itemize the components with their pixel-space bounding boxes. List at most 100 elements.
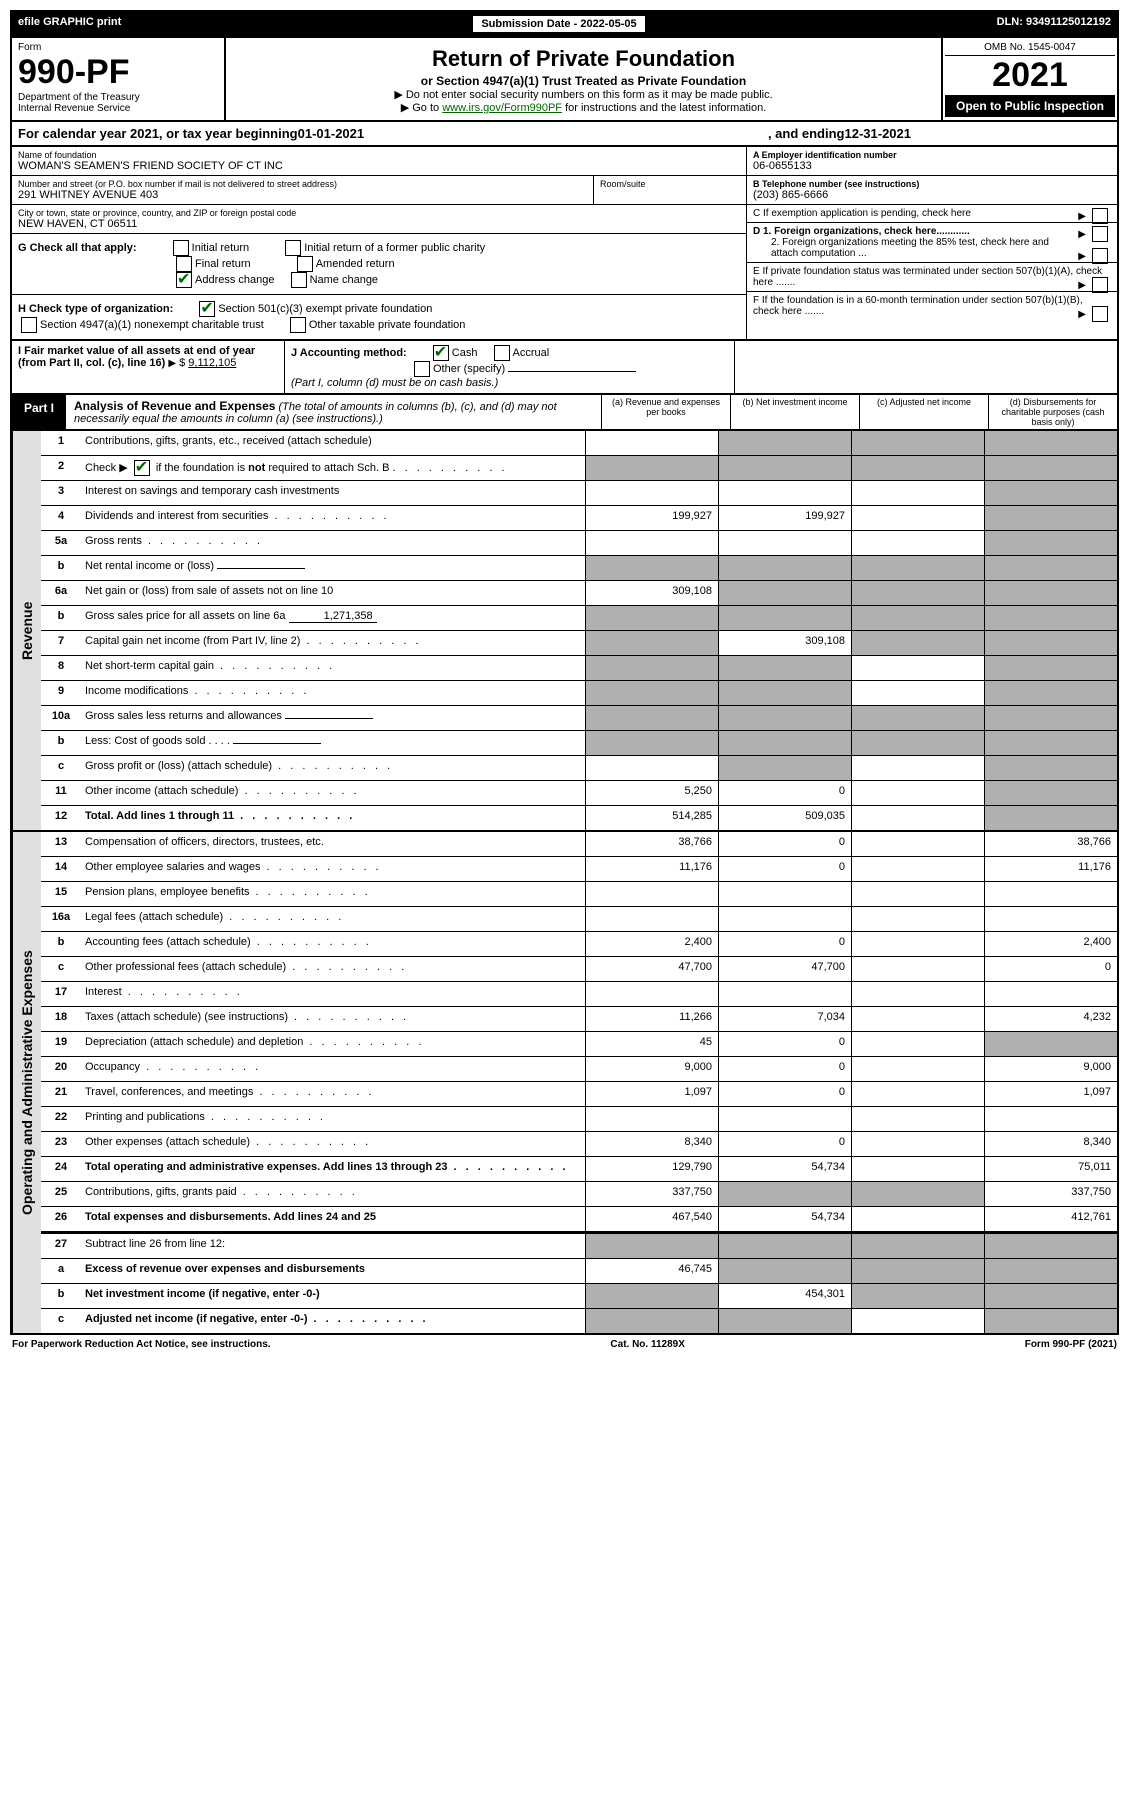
checkbox-f[interactable] — [1092, 306, 1108, 322]
phone-cell: B Telephone number (see instructions) (2… — [747, 176, 1117, 205]
year-begin: 01-01-2021 — [298, 126, 365, 141]
submission-date: Submission Date - 2022-05-05 — [473, 16, 644, 32]
row-17-desc: Interest — [81, 982, 585, 1006]
row-26-desc: Total expenses and disbursements. Add li… — [81, 1207, 585, 1231]
ein-cell: A Employer identification number 06-0655… — [747, 147, 1117, 176]
form-label: Form — [18, 42, 218, 53]
room-cell: Room/suite — [594, 176, 746, 205]
form-note2: ▶ Go to www.irs.gov/Form990PF for instru… — [232, 101, 935, 114]
i-fmv-cell: I Fair market value of all assets at end… — [12, 341, 285, 393]
dln-label: DLN: 93491125012192 — [997, 16, 1111, 32]
row-13-a: 38,766 — [585, 832, 718, 856]
checkbox-accrual[interactable] — [494, 345, 510, 361]
row-12-desc: Total. Add lines 1 through 11 — [81, 806, 585, 830]
checkbox-other-method[interactable] — [414, 361, 430, 377]
year-end: 12-31-2021 — [845, 126, 912, 141]
row-24-d: 75,011 — [984, 1157, 1117, 1181]
row-2-desc: Check ▶ if the foundation is not require… — [81, 456, 585, 480]
row-10c-desc: Gross profit or (loss) (attach schedule) — [81, 756, 585, 780]
row-23-desc: Other expenses (attach schedule) — [81, 1132, 585, 1156]
row-21-desc: Travel, conferences, and meetings — [81, 1082, 585, 1106]
row-4-desc: Dividends and interest from securities — [81, 506, 585, 530]
top-bar: efile GRAPHIC print Submission Date - 20… — [10, 10, 1119, 38]
row-16b-d: 2,400 — [984, 932, 1117, 956]
row-27b-b: 454,301 — [718, 1284, 851, 1308]
row-16b-desc: Accounting fees (attach schedule) — [81, 932, 585, 956]
checkbox-other-taxable[interactable] — [290, 317, 306, 333]
tax-year: 2021 — [945, 56, 1115, 95]
part1-label: Part I — [12, 395, 66, 429]
row-23-a: 8,340 — [585, 1132, 718, 1156]
row-18-b: 7,034 — [718, 1007, 851, 1031]
checkbox-address-change[interactable] — [176, 272, 192, 288]
checkbox-amended[interactable] — [297, 256, 313, 272]
page-footer: For Paperwork Reduction Act Notice, see … — [10, 1335, 1119, 1354]
checkbox-initial-return[interactable] — [173, 240, 189, 256]
row-12-a: 514,285 — [585, 806, 718, 830]
header-left: Form 990-PF Department of the Treasury I… — [12, 38, 226, 120]
col-b-header: (b) Net investment income — [730, 395, 859, 429]
checkbox-4947a1[interactable] — [21, 317, 37, 333]
part1-title: Analysis of Revenue and Expenses (The to… — [66, 395, 601, 429]
phone: (203) 865-6666 — [753, 189, 1111, 201]
column-headers: (a) Revenue and expenses per books (b) N… — [601, 395, 1117, 429]
row-20-b: 0 — [718, 1057, 851, 1081]
row-4-b: 199,927 — [718, 506, 851, 530]
row-25-a: 337,750 — [585, 1182, 718, 1206]
checkbox-d1[interactable] — [1092, 226, 1108, 242]
calendar-year-row: For calendar year 2021, or tax year begi… — [10, 122, 1119, 147]
omb-number: OMB No. 1545-0047 — [945, 40, 1115, 56]
city-cell: City or town, state or province, country… — [12, 205, 746, 234]
header-right: OMB No. 1545-0047 2021 Open to Public In… — [941, 38, 1117, 120]
row-8-desc: Net short-term capital gain — [81, 656, 585, 680]
row-18-desc: Taxes (attach schedule) (see instruction… — [81, 1007, 585, 1031]
row-26-d: 412,761 — [984, 1207, 1117, 1231]
row-11-desc: Other income (attach schedule) — [81, 781, 585, 805]
checkbox-name-change[interactable] — [291, 272, 307, 288]
g-check-row: G Check all that apply: Initial return I… — [12, 234, 746, 295]
open-to-public: Open to Public Inspection — [945, 95, 1115, 117]
row-19-a: 45 — [585, 1032, 718, 1056]
row-5b-desc: Net rental income or (loss) — [81, 556, 585, 580]
checkbox-sch-b[interactable] — [134, 460, 150, 476]
fmv-value: 9,112,105 — [188, 357, 236, 369]
checkbox-d2[interactable] — [1092, 248, 1108, 264]
row-24-a: 129,790 — [585, 1157, 718, 1181]
row-14-b: 0 — [718, 857, 851, 881]
form-number: 990-PF — [18, 53, 218, 92]
h-check-row: H Check type of organization: Section 50… — [12, 295, 746, 339]
row-13-b: 0 — [718, 832, 851, 856]
row-7-desc: Capital gain net income (from Part IV, l… — [81, 631, 585, 655]
checkbox-initial-former[interactable] — [285, 240, 301, 256]
footer-right: Form 990-PF (2021) — [1025, 1339, 1117, 1350]
form-title: Return of Private Foundation — [232, 46, 935, 72]
irs-link[interactable]: www.irs.gov/Form990PF — [442, 102, 562, 114]
row-15-desc: Pension plans, employee benefits — [81, 882, 585, 906]
foundation-name: WOMAN'S SEAMEN'S FRIEND SOCIETY OF CT IN… — [18, 160, 740, 172]
row-9-desc: Income modifications — [81, 681, 585, 705]
row-4-a: 199,927 — [585, 506, 718, 530]
row-16a-desc: Legal fees (attach schedule) — [81, 907, 585, 931]
col-d-header: (d) Disbursements for charitable purpose… — [988, 395, 1117, 429]
row-26-b: 54,734 — [718, 1207, 851, 1231]
col-a-header: (a) Revenue and expenses per books — [601, 395, 730, 429]
ein: 06-0655133 — [753, 160, 1111, 172]
address-cell: Number and street (or P.O. box number if… — [12, 176, 594, 205]
row-23-b: 0 — [718, 1132, 851, 1156]
row-16b-b: 0 — [718, 932, 851, 956]
checkbox-501c3[interactable] — [199, 301, 215, 317]
irs-label: Internal Revenue Service — [18, 103, 218, 114]
info-right: A Employer identification number 06-0655… — [746, 147, 1117, 339]
row-22-desc: Printing and publications — [81, 1107, 585, 1131]
efile-label: efile GRAPHIC print — [18, 16, 121, 32]
ij-row: I Fair market value of all assets at end… — [10, 341, 1119, 395]
row-6b-inline: 1,271,358 — [289, 610, 377, 623]
checkbox-c-pending[interactable] — [1092, 208, 1108, 224]
row-10a-desc: Gross sales less returns and allowances — [81, 706, 585, 730]
checkbox-cash[interactable] — [433, 345, 449, 361]
checkbox-e[interactable] — [1092, 277, 1108, 293]
col-c-header: (c) Adjusted net income — [859, 395, 988, 429]
form-subtitle: or Section 4947(a)(1) Trust Treated as P… — [232, 74, 935, 88]
row-27a-desc: Excess of revenue over expenses and disb… — [81, 1259, 585, 1283]
row-6b-desc: Gross sales price for all assets on line… — [81, 606, 585, 630]
